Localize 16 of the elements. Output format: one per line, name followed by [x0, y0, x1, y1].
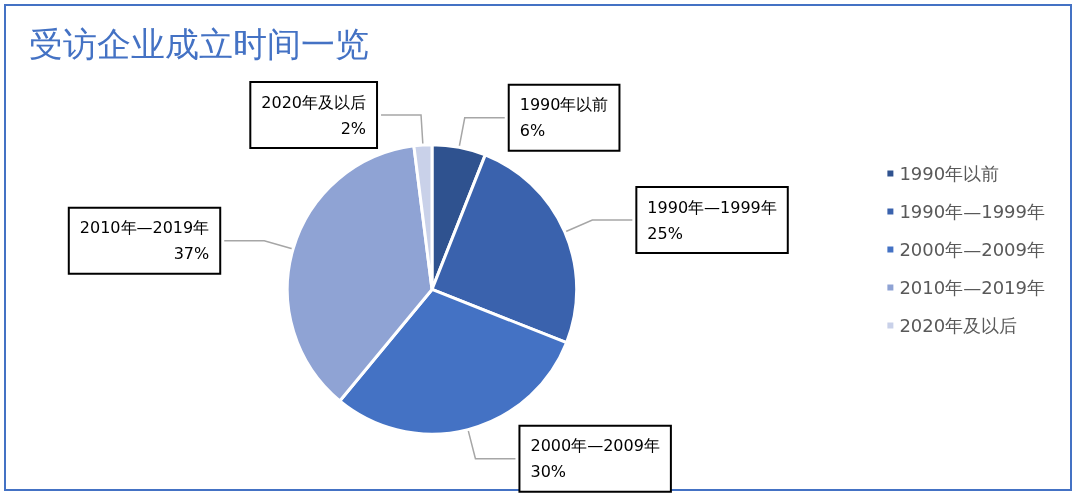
slice-label: 1990年以前 [519, 95, 609, 115]
data-label: 6% [519, 121, 546, 141]
legend-label: 2010年—2019年 [899, 277, 1046, 298]
legend-label: 1990年以前 [899, 163, 1000, 184]
data-label: 2% [340, 118, 367, 138]
data-label: 37% [173, 244, 210, 264]
legend-label: 2020年及以后 [899, 315, 1018, 336]
slice-label: 2010年—2019年 [79, 218, 210, 238]
slice-label: 2020年及以后 [261, 92, 367, 112]
chart-title: 受访企业成立时间一览 [29, 24, 369, 64]
slice-label: 2000年—2009年 [530, 436, 660, 456]
data-label: 30% [530, 462, 567, 482]
slice-label: 1990年—1999年 [647, 197, 777, 217]
legend-label: 2000年—2009年 [899, 239, 1046, 260]
legend-label: 1990年—1999年 [899, 201, 1046, 222]
data-label: 25% [647, 223, 683, 243]
